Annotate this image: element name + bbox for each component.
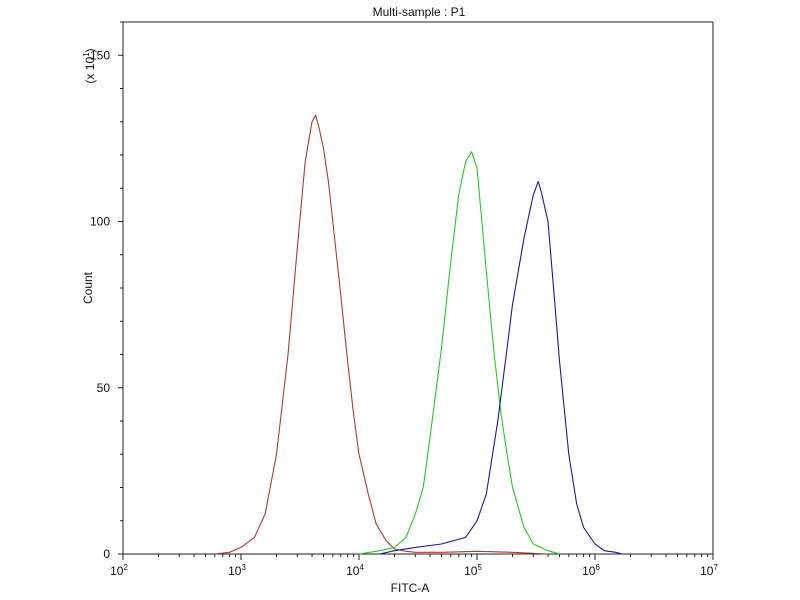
- x-tick-label: 107: [700, 563, 718, 578]
- y-multiplier-exp: 1: [82, 52, 91, 57]
- histogram-series-3: [379, 181, 623, 555]
- x-tick-label: 102: [110, 563, 128, 578]
- x-tick-label: 103: [228, 563, 246, 578]
- histogram-series-1: [214, 114, 549, 555]
- y-ticks: 0 50 100 150: [90, 21, 123, 561]
- x-axis-label: FITC-A: [391, 581, 430, 595]
- svg-text:(x 101): (x 101): [82, 48, 97, 83]
- y-tick-label: 0: [103, 547, 110, 561]
- y-tick-label: 50: [97, 381, 111, 395]
- chart-title: Multi-sample : P1: [373, 5, 466, 19]
- y-multiplier-label: (x 101): [82, 48, 97, 83]
- series-group: [214, 114, 623, 555]
- x-ticks: 102 103 104 105 106 107: [110, 554, 718, 578]
- y-tick-label: 100: [90, 215, 110, 229]
- x-tick-label: 105: [464, 563, 482, 578]
- plot-frame: [122, 21, 714, 555]
- y-axis-label: Count: [81, 271, 95, 304]
- x-tick-label: 104: [346, 563, 364, 578]
- y-tick-label: 150: [90, 48, 110, 62]
- x-tick-label: 106: [582, 563, 600, 578]
- histogram-series-2: [358, 151, 560, 555]
- y-multiplier-base: (x 10: [83, 57, 97, 84]
- y-multiplier-close: ): [83, 48, 97, 52]
